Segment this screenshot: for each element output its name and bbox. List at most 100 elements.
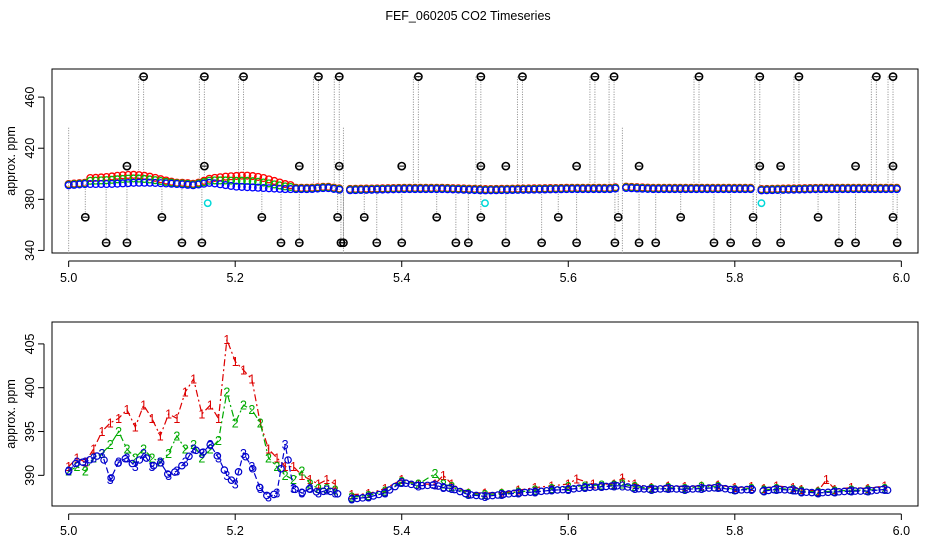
series-1-marker: 1 — [132, 421, 139, 435]
series-3-point — [432, 185, 441, 194]
top-x-tick-label: 5.4 — [393, 271, 410, 285]
series-3-point — [220, 466, 229, 474]
series-3-point — [71, 459, 80, 468]
series-1-marker: 1 — [881, 479, 888, 493]
series-2-point — [216, 176, 225, 185]
series-3-point — [421, 185, 430, 194]
series-2-point — [270, 180, 279, 189]
series-3-point — [185, 452, 193, 461]
series-2-marker: 2 — [631, 480, 638, 494]
series-3-point — [748, 485, 757, 494]
series-3-point — [75, 180, 84, 189]
outlier-point — [359, 212, 369, 222]
series-2-marker: 2 — [282, 469, 289, 483]
series-3-point — [634, 484, 643, 493]
series-2-marker: 2 — [257, 416, 264, 430]
series-3-point — [221, 181, 230, 190]
series-3-point — [333, 489, 342, 498]
series-3-point — [162, 179, 171, 188]
series-3-point — [661, 484, 670, 493]
series-3-marker: 3 — [548, 484, 555, 498]
series-3-point — [492, 186, 501, 195]
outlier-point — [122, 238, 132, 248]
series-3-point — [248, 464, 257, 473]
series-3-point — [845, 487, 854, 495]
outlier-point — [476, 212, 486, 222]
series-3-point — [537, 487, 546, 496]
series-3-point — [362, 185, 371, 194]
series-2-marker: 2 — [531, 484, 538, 498]
series-3-point — [97, 179, 106, 189]
series-3-point — [743, 485, 751, 494]
series-3-point — [481, 186, 490, 195]
series-3-point — [134, 178, 144, 187]
outlier-point — [888, 161, 898, 171]
series-2-marker: 2 — [332, 484, 339, 498]
outlier-point — [199, 72, 209, 82]
series-3-point — [703, 185, 712, 194]
series-3-point — [730, 185, 739, 194]
series-3-marker: 3 — [515, 486, 522, 500]
series-3-point — [531, 488, 540, 496]
series-3-point — [632, 184, 642, 193]
series-3-point — [835, 487, 843, 496]
series-3-point — [732, 486, 740, 494]
series-3-point — [567, 185, 577, 194]
series-3-point — [510, 489, 518, 498]
series-3-marker: 3 — [315, 486, 322, 500]
series-1-marker: 1 — [257, 416, 264, 430]
series-3-point — [459, 185, 468, 194]
series-3-point — [423, 481, 432, 490]
series-3-point — [149, 461, 158, 470]
series-3-point — [213, 452, 222, 460]
series-1-marker: 1 — [157, 429, 164, 443]
series-3-marker: 3 — [398, 476, 405, 490]
outlier-point — [726, 238, 736, 248]
outlier-point — [333, 212, 343, 222]
series-3-marker: 3 — [248, 460, 255, 474]
series-3-point — [578, 185, 587, 194]
series-1-marker: 1 — [148, 412, 155, 426]
series-3-point — [114, 459, 122, 467]
series-3-point — [678, 485, 686, 493]
outlier-point — [610, 238, 620, 248]
series-3-point — [708, 185, 717, 194]
series-3-point — [564, 485, 573, 494]
series-2-marker: 2 — [619, 478, 626, 492]
series-3-point — [375, 490, 383, 499]
series-1-marker: 1 — [273, 451, 280, 465]
series-2-marker: 2 — [232, 416, 239, 430]
series-3-point — [591, 483, 600, 491]
series-3-marker: 3 — [65, 464, 72, 478]
series-3-marker: 3 — [132, 460, 139, 474]
series-3-marker: 3 — [619, 479, 626, 493]
series-3-point — [302, 185, 311, 194]
series-2-marker: 2 — [207, 443, 214, 457]
series-3-marker: 3 — [565, 483, 572, 497]
series-3-point — [416, 185, 425, 194]
series-1-point — [270, 176, 279, 185]
bottom-x-tick-label: 5.4 — [393, 524, 410, 538]
series-2-marker: 2 — [398, 475, 405, 489]
bottom-y-tick-label: 395 — [23, 421, 37, 442]
series-3-point — [726, 485, 735, 494]
series-3-point — [719, 185, 728, 194]
series-2-marker: 2 — [748, 482, 755, 496]
series-1-marker: 1 — [282, 460, 289, 474]
outlier-point — [752, 238, 761, 248]
series-3-point — [445, 484, 453, 493]
series-3-point — [248, 183, 257, 192]
outlier-point — [397, 161, 407, 171]
series-1-marker: 1 — [515, 484, 522, 498]
series-3-point — [849, 185, 858, 194]
series-3-point — [705, 484, 713, 492]
series-1-marker: 1 — [115, 412, 122, 426]
series-3-point — [227, 476, 236, 484]
series-3-point — [513, 185, 522, 194]
top-x-tick-label: 5.6 — [560, 271, 577, 285]
series-3-point — [697, 185, 706, 194]
series-3-point — [107, 474, 115, 482]
series-3-point — [800, 185, 809, 194]
series-3-marker: 3 — [531, 485, 538, 499]
series-3-point — [427, 185, 436, 194]
